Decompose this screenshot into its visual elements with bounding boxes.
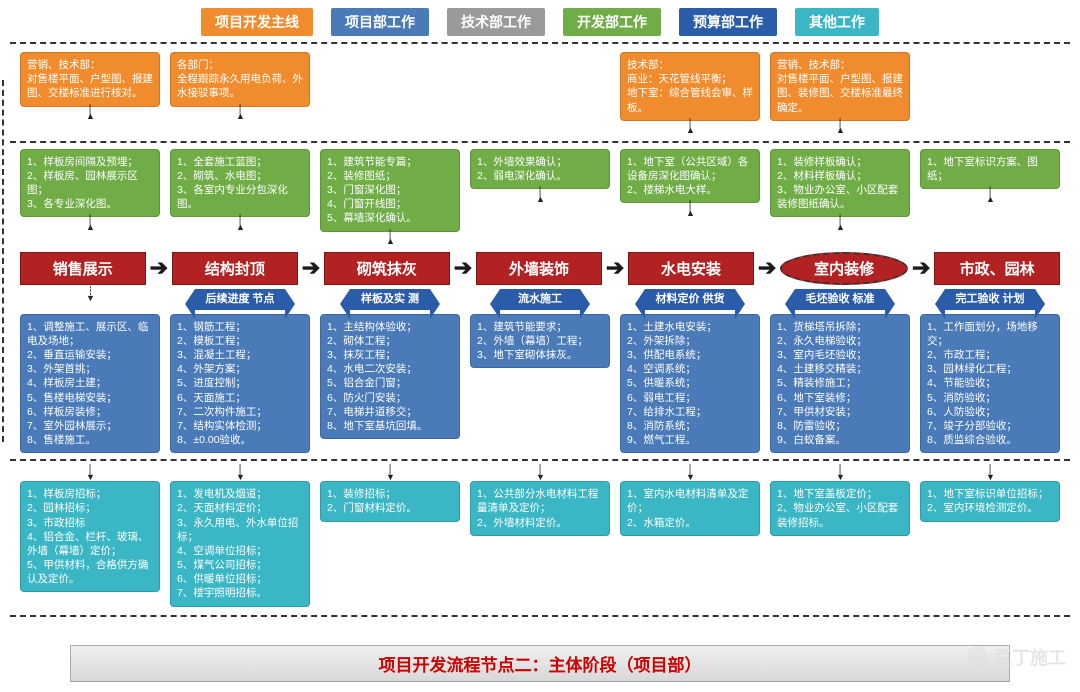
watermark: 豆丁施工	[966, 644, 1066, 670]
ms-3: 外墙装饰	[476, 252, 602, 285]
legend-tech: 技术部工作	[447, 8, 545, 36]
row-blue: 1、调整施工、展示区、临电及场地； 2、垂直运输安装； 3、外架首挑； 4、样板…	[10, 314, 1070, 454]
teal-box-6: 1、地下室标识单位招标； 2、室内环境检测定价。	[920, 481, 1060, 521]
hex-4: 毛坯验收 标准	[795, 289, 884, 310]
orange-box-5: 营销、技术部： 对售楼平面、户型图、报建图、装修图、交楼标准最终确定。	[770, 52, 910, 121]
row-orange: 营销、技术部： 对售楼平面、户型图、报建图、交楼标准进行核对。 各部门： 全程跟…	[10, 52, 1070, 135]
arrow-dn	[620, 468, 760, 480]
arrow-dn	[20, 468, 160, 480]
legend-other: 其他工作	[795, 8, 879, 36]
green-box-5: 1、装修样板确认； 2、材料样板确认； 3、物业办公室、小区配套装修图纸确认。	[770, 149, 910, 218]
row-teal: 1、样板房招标； 2、园林招标； 3、市政招标 4、铝合金、栏杆、玻璃、外墙（幕…	[10, 467, 1070, 606]
ms-1: 结构封顶	[172, 252, 298, 285]
green-box-1: 1、全套施工蓝图； 2、砌筑、水电图； 3、各室内专业分包深化图。	[170, 149, 310, 218]
teal-box-5: 1、地下室盖板定价； 2、物业办公室、小区配套装修招标。	[770, 481, 910, 536]
blue-box-2: 1、主结构体验收； 2、砌体工程； 3、抹灰工程； 4、水电二次安装； 5、铝合…	[320, 314, 460, 439]
legend-row: 项目开发主线 项目部工作 技术部工作 开发部工作 预算部工作 其他工作	[0, 0, 1080, 42]
legend-dev: 开发部工作	[563, 8, 661, 36]
orange-box-0: 营销、技术部： 对售楼平面、户型图、报建图、交楼标准进行核对。	[20, 52, 160, 107]
blue-box-6: 1、工作面划分，场地移交； 2、市政工程； 3、园林绿化工程； 4、节能验收； …	[920, 314, 1060, 454]
ms-6: 市政、园林	[934, 252, 1060, 285]
dash-sep-3	[10, 615, 1070, 617]
hex-0: 后续进度 节点	[195, 289, 284, 310]
teal-box-1: 1、发电机及烟道； 2、天面材料定价； 3、永久用电、外水单位招标； 4、空调单…	[170, 481, 310, 606]
blue-box-4: 1、土建水电安装； 2、外架拆除； 3、供配电系统； 4、空调系统； 5、供暖系…	[620, 314, 760, 454]
arrow-right-icon: ➔	[302, 257, 320, 279]
flow-diagram: 营销、技术部： 对售楼平面、户型图、报建图、交楼标准进行核对。 各部门： 全程跟…	[10, 42, 1070, 617]
ms-5: 室内装修	[780, 252, 908, 285]
wechat-icon	[966, 646, 988, 668]
arrow-dn	[770, 468, 910, 480]
arrow-up	[170, 108, 310, 120]
arrow-up	[20, 108, 160, 120]
arrow-up	[770, 218, 910, 230]
legend-main: 项目开发主线	[201, 8, 313, 36]
teal-box-4: 1、室内水电材料清单及定价； 2、水箱定价。	[620, 481, 760, 536]
blue-box-3: 1、建筑节能要求； 2、外墙（幕墙）工程； 3、地下室砌体抹灰。	[470, 314, 610, 369]
arrow-dn	[86, 290, 94, 309]
dash-sep-2	[10, 459, 1070, 461]
hex-row: 后续进度 节点 样板及实 测 流水施工 材料定价 供货 毛坯验收 标准 完工验收…	[10, 289, 1070, 310]
green-box-3: 1、外墙效果确认； 2、弱电深化确认。	[470, 149, 610, 189]
teal-box-3: 1、公共部分水电材料工程量清单及定价； 2、外墙材料定价。	[470, 481, 610, 536]
arrow-up	[770, 122, 910, 134]
ms-0: 销售展示	[20, 252, 146, 285]
arrow-dn	[320, 468, 460, 480]
arrow-dn	[470, 468, 610, 480]
blue-box-0: 1、调整施工、展示区、临电及场地； 2、垂直运输安装； 3、外架首挑； 4、样板…	[20, 314, 160, 454]
arrow-right-icon: ➔	[912, 257, 930, 279]
arrow-up	[20, 218, 160, 230]
green-box-2: 1、建筑节能专篇； 2、装修图纸； 3、门窗深化图； 4、门窗开线图； 5、幕墙…	[320, 149, 460, 232]
orange-box-4: 技术部： 商业：天花管线平衡； 地下室：综合管线会审、样板。	[620, 52, 760, 121]
arrow-up	[920, 190, 1060, 202]
hex-1: 样板及实 测	[350, 289, 430, 310]
arrow-up	[620, 204, 760, 216]
green-box-4: 1、地下室（公共区域）各设备房深化图确认； 2、楼梯水电大样。	[620, 149, 760, 204]
blue-box-1: 1、钢筋工程； 2、模板工程； 3、混凝土工程； 4、外架方案； 5、进度控制；…	[170, 314, 310, 454]
ms-2: 砌筑抹灰	[324, 252, 450, 285]
arrow-right-icon: ➔	[454, 257, 472, 279]
teal-box-2: 1、装修招标； 2、门窗材料定价。	[320, 481, 460, 521]
arrow-up	[320, 233, 460, 245]
row-green: 1、样板房间隔及预埋； 2、样板房、园林展示区图； 3、各专业深化图。 1、全套…	[10, 149, 1070, 246]
arrow-right-icon: ➔	[606, 257, 624, 279]
arrow-dn	[170, 468, 310, 480]
arrow-up	[170, 218, 310, 230]
arrow-right-icon: ➔	[758, 257, 776, 279]
arrow-up	[470, 190, 610, 202]
hex-5: 完工验收 计划	[945, 289, 1034, 310]
hex-3: 材料定价 供货	[645, 289, 734, 310]
hex-2: 流水施工	[500, 289, 580, 310]
legend-proj: 项目部工作	[331, 8, 429, 36]
orange-box-1: 各部门： 全程跟踪永久用电负荷、外水接驳事项。	[170, 52, 310, 107]
green-box-6: 1、地下室标识方案、图纸；	[920, 149, 1060, 189]
green-box-0: 1、样板房间隔及预埋； 2、样板房、园林展示区图； 3、各专业深化图。	[20, 149, 160, 218]
arrow-right-icon: ➔	[150, 257, 168, 279]
legend-budget: 预算部工作	[679, 8, 777, 36]
side-dashed-connector	[2, 80, 4, 442]
blue-box-5: 1、货梯塔吊拆除； 2、永久电梯验收； 3、室内毛坯验收； 4、土建移交精装； …	[770, 314, 910, 454]
footer-title: 项目开发流程节点二：主体阶段（项目部）	[70, 645, 1010, 682]
ms-4: 水电安装	[628, 252, 754, 285]
arrow-up	[620, 122, 760, 134]
milestone-row: 销售展示 ➔ 结构封顶 ➔ 砌筑抹灰 ➔ 外墙装饰 ➔ 水电安装 ➔ 室内装修 …	[10, 246, 1070, 287]
dash-sep-1	[10, 141, 1070, 143]
teal-box-0: 1、样板房招标； 2、园林招标； 3、市政招标 4、铝合金、栏杆、玻璃、外墙（幕…	[20, 481, 160, 592]
watermark-text: 豆丁施工	[994, 644, 1066, 670]
arrow-dn	[920, 468, 1060, 480]
